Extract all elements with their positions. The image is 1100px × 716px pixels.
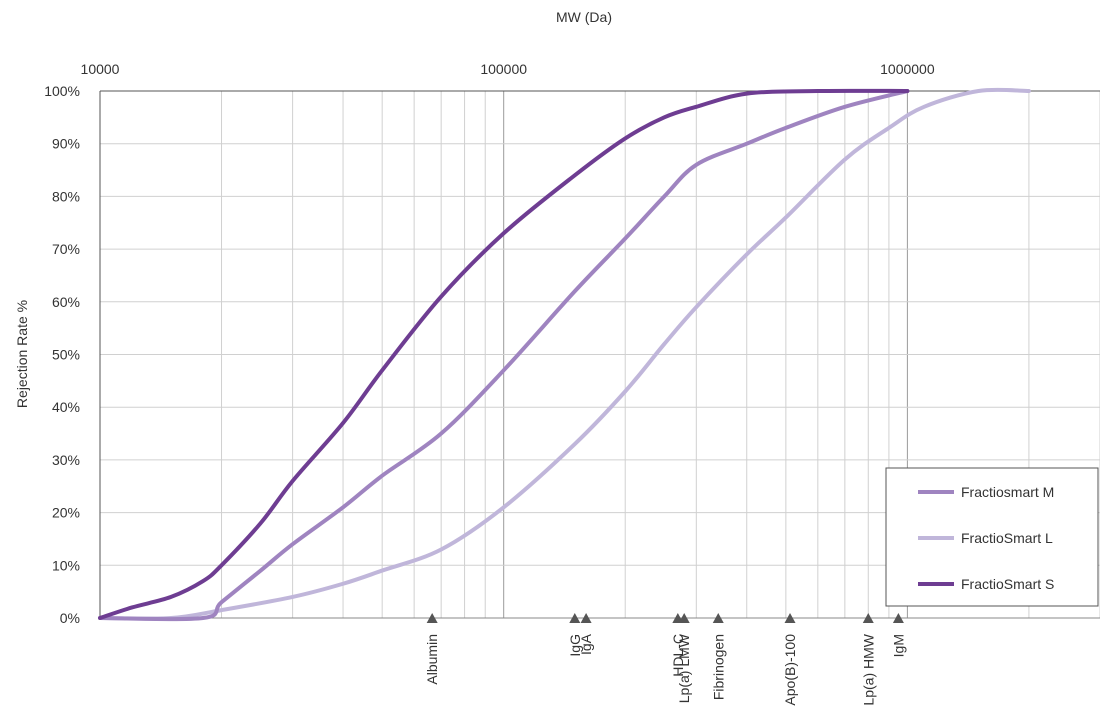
x-tick-label: 1000000 xyxy=(880,61,935,77)
marker-label: HDL-C xyxy=(670,634,686,677)
axes: 0% 10% 20% 30% 40% 50% 60% 70% 80% 90% 100%10000 10… xyxy=(44,61,1100,626)
marker-label: IgG xyxy=(567,634,583,657)
y-tick-label: 20% xyxy=(52,505,80,521)
y-tick-label: 70% xyxy=(52,241,80,257)
marker-label: Lp(a) LMW xyxy=(676,633,692,703)
legend: Fractiosmart M FractioSmart L FractioSmart… xyxy=(885,467,1099,607)
series-line-fractiosmart-m xyxy=(98,89,910,622)
y-tick-label: 90% xyxy=(52,136,80,152)
marker-label: Fibrinogen xyxy=(710,634,726,700)
y-tick-label: 10% xyxy=(52,557,80,573)
series-lines xyxy=(98,87,1031,622)
marker-triangle xyxy=(712,613,724,623)
marker-triangle xyxy=(569,613,581,623)
legend-label: Fractiosmart M xyxy=(961,484,1054,500)
y-tick-label: 40% xyxy=(52,399,80,415)
marker-triangle xyxy=(426,613,438,623)
marker-label: IgA xyxy=(578,633,594,655)
y-tick-label: 60% xyxy=(52,294,80,310)
marker-triangle xyxy=(784,613,796,623)
marker-label: Lp(a) HMW xyxy=(860,633,876,705)
x-tick-label: 100000 xyxy=(480,61,527,77)
legend-label: FractioSmart L xyxy=(961,530,1053,546)
x-axis-title: MW (Da) xyxy=(556,9,612,25)
marker-label: IgM xyxy=(890,634,906,657)
marker-triangle xyxy=(862,613,874,623)
y-tick-label: 50% xyxy=(52,347,80,363)
marker-label: Albumin xyxy=(424,634,440,685)
y-axis-title: Rejection Rate % xyxy=(14,300,30,408)
y-tick-label: 30% xyxy=(52,452,80,468)
marker-label: Apo(B)-100 xyxy=(782,634,798,706)
y-tick-label: 100% xyxy=(44,83,80,99)
series-line-fractiosmart-s xyxy=(98,88,910,620)
x-tick-label: 10000 xyxy=(81,61,120,77)
marker-triangle xyxy=(892,613,904,623)
legend-label: FractioSmart S xyxy=(961,576,1054,592)
marker-triangle xyxy=(580,613,592,623)
y-tick-label: 0% xyxy=(60,610,80,626)
y-tick-label: 80% xyxy=(52,188,80,204)
series-line-fractiosmart-l xyxy=(98,87,1031,621)
marker-triangle xyxy=(678,613,690,623)
